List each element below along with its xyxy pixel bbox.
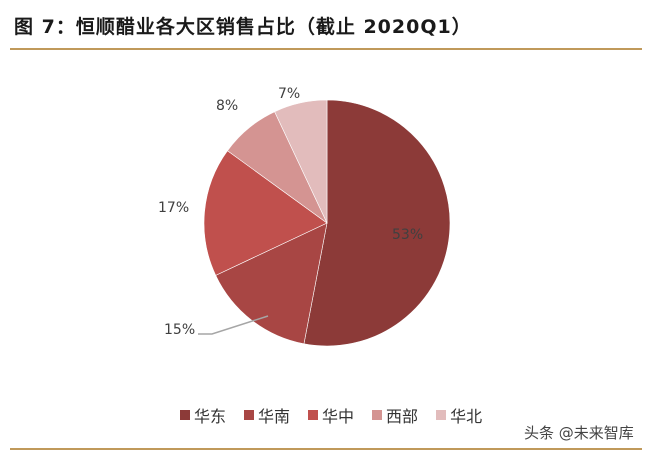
pie-slice-华南 bbox=[215, 222, 328, 345]
chart-title: 图 7：恒顺醋业各大区销售占比（截止 2020Q1） bbox=[14, 16, 472, 38]
top-divider bbox=[10, 48, 642, 50]
leader-line-15 bbox=[198, 315, 269, 335]
legend: 华东 华南 华中 西部 华北 bbox=[180, 403, 482, 427]
label-xibu: 8% bbox=[216, 98, 239, 114]
legend-item-huadong[interactable]: 华东 bbox=[180, 403, 226, 427]
pie-slices bbox=[203, 99, 451, 347]
watermark: 头条 @未来智库 bbox=[524, 424, 634, 442]
legend-swatch-icon bbox=[308, 410, 319, 420]
label-huanan: 15% bbox=[164, 322, 196, 338]
legend-swatch-icon bbox=[244, 410, 255, 420]
pie-slice-华东 bbox=[303, 99, 451, 347]
legend-item-xibu[interactable]: 西部 bbox=[372, 403, 418, 427]
legend-item-huazhong[interactable]: 华中 bbox=[308, 403, 354, 427]
label-huazhong: 17% bbox=[158, 200, 190, 216]
pie-slice-华中 bbox=[203, 150, 328, 276]
legend-item-huabei[interactable]: 华北 bbox=[436, 403, 482, 427]
bottom-divider bbox=[10, 448, 642, 450]
label-huabei: 7% bbox=[278, 86, 301, 102]
legend-item-huanan[interactable]: 华南 bbox=[244, 403, 290, 427]
label-huadong: 53% bbox=[392, 227, 424, 243]
legend-swatch-icon bbox=[372, 410, 383, 420]
legend-swatch-icon bbox=[180, 410, 190, 420]
pie-slice-华北 bbox=[274, 99, 328, 224]
legend-swatch-icon bbox=[436, 410, 447, 420]
